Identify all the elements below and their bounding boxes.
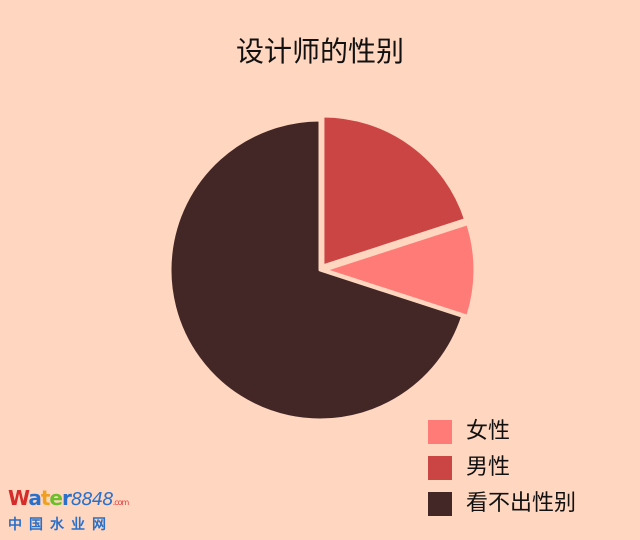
legend-swatch (428, 492, 452, 516)
legend-item-male: 男性 (428, 450, 576, 486)
pie-slice-male (321, 114, 468, 268)
legend: 女性 男性 看不出性别 (428, 414, 576, 522)
watermark-logo: Water8848.com 中国水业网 (8, 486, 148, 535)
pie-slice-unknown (168, 118, 465, 422)
legend-label: 女性 (466, 419, 511, 444)
chart-title: 设计师的性别 (235, 35, 404, 68)
pie-slice-female (323, 222, 477, 318)
legend-swatch (428, 456, 452, 480)
legend-swatch (428, 420, 452, 444)
legend-label: 看不出性别 (466, 491, 577, 516)
watermark-subtext: 中国水业网 (8, 517, 113, 533)
legend-label: 男性 (466, 455, 511, 480)
legend-item-female: 女性 (428, 414, 576, 450)
watermark-text: Water8848.com (8, 486, 129, 510)
legend-item-unknown: 看不出性别 (428, 486, 576, 522)
